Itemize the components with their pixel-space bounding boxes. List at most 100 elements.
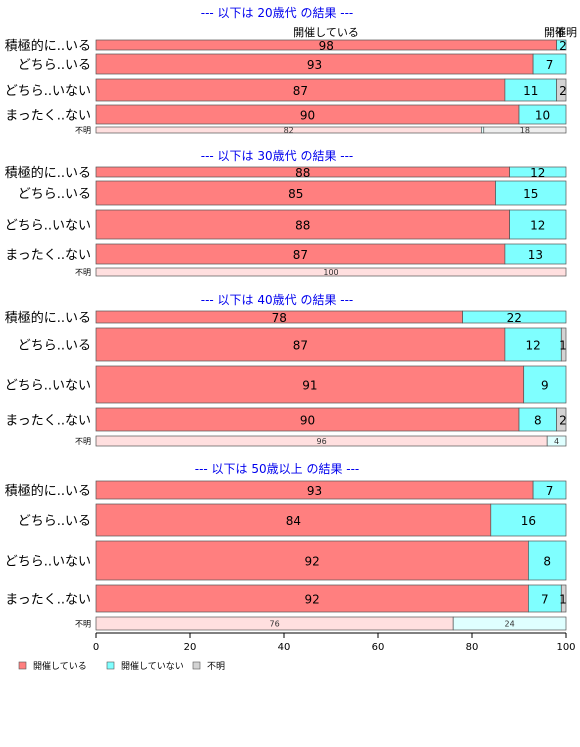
data-label: 2 [559,39,567,53]
x-tick-label: 20 [184,642,197,653]
data-label: 24 [505,620,515,629]
row-label: 積極的に..いる [5,38,91,54]
x-tick-label: 60 [372,642,385,653]
bar-segment [532,53,567,75]
row-label: 不明 [75,437,91,446]
bar-segment [556,39,567,51]
bar-segment [462,310,567,324]
legend-label: 開催している [33,660,87,672]
bar-segment [509,166,567,178]
panel-title: --- 以下は 50歳以上 の結果 --- [195,462,360,476]
bar-segment [95,267,567,277]
bar-segment [560,327,567,362]
data-label: 100 [323,268,338,277]
bar-segment [95,327,506,362]
data-label: 92 [305,555,320,569]
row-label: どちら..いない [5,84,91,99]
bar-segment [481,126,485,134]
bar-segment [523,365,567,404]
data-label: 93 [307,58,322,72]
data-label: 76 [270,620,280,629]
data-label: 13 [528,248,543,262]
bar-segment [532,480,567,500]
data-label: 82 [284,126,294,135]
panel-title: --- 以下は 30歳代 の結果 --- [201,149,354,163]
row-label: 不明 [75,620,91,629]
bar-segment [518,104,567,125]
data-label: 9 [541,379,549,393]
data-label: 1 [559,593,567,607]
row-label: どちら..いる [18,514,91,529]
data-label: 96 [317,437,327,446]
row-label: どちら..いる [18,339,91,354]
x-tick-label: 40 [278,642,291,653]
bar-segment [483,126,567,134]
bar-segment [95,180,496,206]
data-label: 93 [307,484,322,498]
data-label: 22 [507,311,522,325]
bar-segment [509,209,567,240]
data-label: 12 [530,219,545,233]
row-label: まったく..ない [5,248,91,263]
row-label: 積極的に..いる [5,483,91,499]
row-label: 積極的に..いる [5,310,91,326]
bar-segment [504,327,562,362]
bar-segment [560,584,567,613]
row-label: どちら..いる [18,187,91,202]
data-label: 10 [535,109,550,123]
bar-segment [528,540,567,581]
data-label: 90 [300,109,315,123]
legend-swatch [18,661,27,670]
bar-segment [95,503,492,537]
data-label: 88 [295,166,310,180]
data-label: 2 [559,414,567,428]
data-label: 16 [521,514,536,528]
row-label: 不明 [75,126,91,135]
data-label: 87 [293,339,308,353]
data-label: 2 [559,84,567,98]
row-label: まったく..ない [5,593,91,608]
data-label: 4 [554,437,559,446]
bar-segment [556,407,567,432]
data-label: 18 [520,126,530,135]
data-label: 7 [546,58,554,72]
data-label: 87 [293,248,308,262]
data-label: 7 [541,593,549,607]
bar-segment [95,540,529,581]
row-label: まったく..ない [5,109,91,124]
legend-label: 不明 [207,661,225,672]
x-tick-label: 80 [466,642,479,653]
panel-title: --- 以下は 20歳代 の結果 --- [201,6,354,20]
column-header-label: 開催 [544,25,566,39]
data-label: 12 [530,166,545,180]
data-label: 87 [293,84,308,98]
bar-segment [95,584,529,613]
data-label: 88 [295,219,310,233]
data-label: 11 [523,84,538,98]
legend-label: 開催していない [121,660,184,672]
data-label: 15 [523,187,538,201]
data-label: 98 [319,39,334,53]
legend-swatch [192,661,201,670]
data-label: 84 [286,514,301,528]
bar-segment [95,209,510,240]
column-header-label: 不明 [555,26,577,39]
row-label: 積極的に..いる [5,165,91,181]
data-label: 78 [272,311,287,325]
data-label: 90 [300,414,315,428]
row-label: どちら..いない [5,219,91,234]
bar-segment [495,180,567,206]
bar-segment [528,584,562,613]
column-header-label: 開催している [293,25,359,39]
row-label: どちら..いない [5,379,91,394]
bar-segment [490,503,567,537]
data-label: 8 [543,555,551,569]
bar-segment [452,616,567,631]
row-label: 不明 [75,268,91,277]
x-tick-label: 100 [556,642,575,653]
bar-segment [556,78,567,102]
data-label: 85 [288,187,303,201]
data-label: 7 [546,484,554,498]
row-label: どちら..いない [5,555,91,570]
